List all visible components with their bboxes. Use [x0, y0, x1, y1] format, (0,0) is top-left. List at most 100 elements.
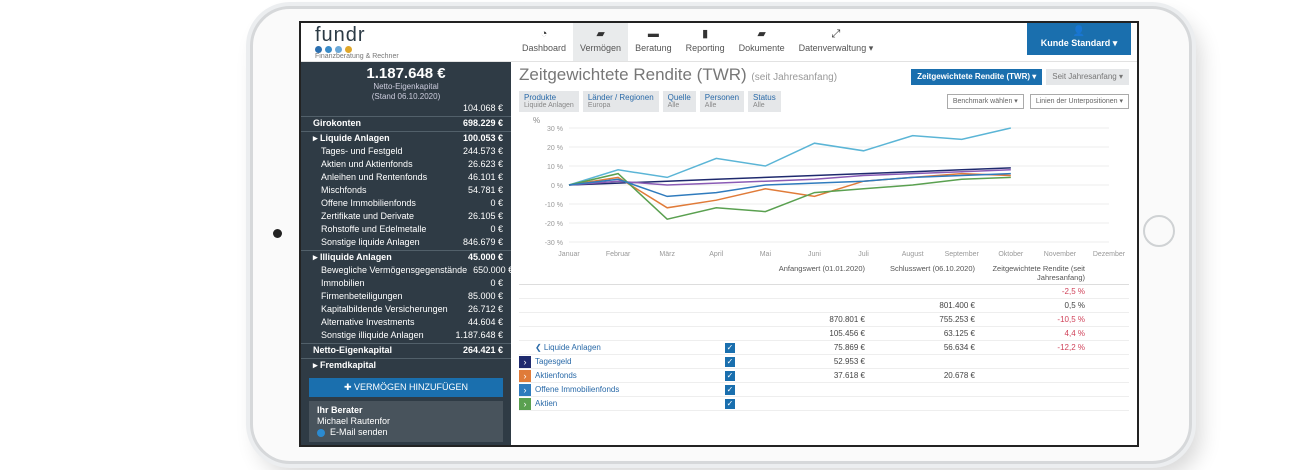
- chart-type-select[interactable]: Linien der Unterpositionen ▾: [1029, 94, 1129, 109]
- row-checkbox[interactable]: ✓: [725, 342, 735, 353]
- expand-badge[interactable]: ›: [519, 369, 531, 382]
- sidebar-item[interactable]: ▸ Illiquide Anlagen 45.000 €: [301, 250, 511, 264]
- logo-dot: [335, 46, 342, 53]
- tab-datenverwaltung[interactable]: ⤢ Datenverwaltung ▾: [792, 23, 881, 61]
- expand-badge[interactable]: ›: [519, 383, 531, 396]
- expand-badge[interactable]: ›: [519, 397, 531, 410]
- tab-label: Vermögen: [580, 43, 622, 53]
- filter-chip[interactable]: Status Alle: [748, 91, 781, 112]
- row-checkbox[interactable]: ✓: [725, 384, 735, 395]
- row-checkbox[interactable]: [725, 315, 735, 325]
- sidebar-item-value: 0 €: [490, 278, 503, 288]
- sidebar-item[interactable]: Aktien und Aktienfonds 26.623 €: [301, 158, 511, 171]
- sidebar-item[interactable]: Firmenbeteiligungen 85.000 €: [301, 290, 511, 303]
- return-chart: % 30 % 20 % 10 % 0 % -10 % -20 % -30 % Januar Feb…: [533, 116, 1126, 258]
- expand-badge[interactable]: [519, 314, 531, 326]
- row-name[interactable]: Offene Immobilienfonds: [535, 385, 620, 394]
- expand-badge[interactable]: ›: [519, 355, 531, 368]
- x-tick-label: März: [659, 251, 675, 258]
- sidebar-item[interactable]: Tages- und Festgeld 244.573 €: [301, 145, 511, 158]
- sidebar-item-label: Zertifikate und Derivate: [321, 211, 415, 221]
- user-menu-button[interactable]: 👤 Kunde Standard ▾: [1027, 23, 1131, 55]
- sidebar-item[interactable]: Girokonten 698.229 €: [301, 116, 511, 130]
- sidebar-item[interactable]: Sonstige liquide Anlagen 846.679 €: [301, 236, 511, 249]
- tab-vermögen[interactable]: ▰ Vermögen: [573, 23, 629, 61]
- logo-dot: [345, 46, 352, 53]
- app-screen: fundr Finanzberatung & Rechner ◔ Dashboar…: [299, 21, 1139, 447]
- filter-label: Status: [753, 93, 776, 102]
- add-asset-button[interactable]: ✚ VERMÖGEN HINZUFÜGEN: [309, 378, 503, 397]
- sidebar-item[interactable]: ▸ Fremdkapital: [301, 358, 511, 372]
- row-checkbox[interactable]: [725, 329, 735, 339]
- sidebar-item[interactable]: Kapitalbildende Versicherungen 26.712 €: [301, 303, 511, 316]
- table-row: ❮ Liquide Anlagen ✓ 75.869 € 56.634 € -12,2 …: [519, 341, 1129, 355]
- benchmark-select[interactable]: Benchmark wählen ▾: [946, 94, 1024, 109]
- x-tick-label: September: [945, 251, 980, 258]
- sidebar-item[interactable]: Zertifikate und Derivate 26.105 €: [301, 210, 511, 223]
- tab-reporting[interactable]: ▮ Reporting: [679, 23, 732, 61]
- page-title-suffix: (seit Jahresanfang): [751, 72, 838, 83]
- sidebar-item[interactable]: Sonstige illiquide Anlagen 1.187.648 €: [301, 329, 511, 342]
- row-name[interactable]: ❮ Liquide Anlagen: [535, 343, 601, 352]
- tab-dashboard[interactable]: ◔ Dashboard: [515, 23, 573, 61]
- row-checkbox[interactable]: [725, 287, 735, 297]
- sidebar-item-value: 100.053 €: [462, 133, 503, 143]
- row-checkbox[interactable]: ✓: [725, 370, 735, 381]
- sidebar-item[interactable]: Immobilien 0 €: [301, 277, 511, 290]
- row-name[interactable]: Aktienfonds: [535, 371, 577, 380]
- end-value: 755.253 €: [939, 315, 975, 324]
- tablet-device: fundr Finanzberatung & Rechner ◔ Dashboar…: [250, 6, 1192, 464]
- sidebar-item[interactable]: Netto-Eigenkapital 264.421 €: [301, 343, 511, 357]
- start-value: 75.869 €: [833, 343, 865, 352]
- expand-badge[interactable]: [519, 300, 531, 312]
- tab-dokumente[interactable]: ▰ Dokumente: [732, 23, 792, 61]
- end-value: 56.634 €: [943, 343, 975, 352]
- main-content: Zeitgewichtete Rendite (TWR) (seit Jahre…: [519, 65, 1129, 411]
- row-checkbox[interactable]: [725, 301, 735, 311]
- user-icon: 👤: [1072, 26, 1086, 37]
- x-tick-label: Juni: [808, 251, 821, 258]
- filter-value: Alle: [704, 102, 717, 109]
- row-checkbox[interactable]: ✓: [725, 356, 735, 367]
- sidebar-item-value: 26.105 €: [467, 211, 503, 221]
- expand-badge[interactable]: [519, 342, 531, 354]
- expand-badge[interactable]: [519, 286, 531, 298]
- tab-beratung[interactable]: ▬ Beratung: [628, 23, 679, 61]
- sidebar-item[interactable]: ▸ Liquide Anlagen 100.053 €: [301, 131, 511, 145]
- title-row: Zeitgewichtete Rendite (TWR) (seit Jahre…: [519, 65, 1129, 88]
- send-email-link[interactable]: E-Mail senden: [317, 427, 495, 438]
- x-tick-label: Dezember: [1093, 251, 1126, 258]
- filter-chip[interactable]: Personen Alle: [699, 91, 745, 112]
- sidebar-item-label: Bewegliche Vermögensgegenstände: [321, 265, 468, 275]
- row-name[interactable]: Aktien: [535, 399, 558, 408]
- sidebar-item-label: Firmenbeteiligungen: [321, 291, 403, 301]
- sidebar-item-label: Offene Immobilienfonds: [321, 198, 416, 208]
- sidebar-item[interactable]: Mischfonds 54.781 €: [301, 184, 511, 197]
- filter-chip[interactable]: Quelle Alle: [662, 91, 696, 112]
- filter-chip[interactable]: Länder / Regionen Europa: [582, 91, 659, 112]
- expand-badge[interactable]: [519, 328, 531, 340]
- period-select[interactable]: Seit Jahresanfang ▾: [1046, 68, 1129, 85]
- table-header: Anfangswert (01.01.2020) Schlusswert (06.…: [519, 264, 1129, 285]
- sidebar-item[interactable]: Alternative Investments 44.604 €: [301, 316, 511, 329]
- sidebar-item[interactable]: Bewegliche Vermögensgegenstände 650.000 €: [301, 264, 513, 277]
- user-menu-label: Kunde Standard ▾: [1040, 38, 1118, 48]
- row-name[interactable]: Tagesgeld: [535, 357, 572, 366]
- sidebar-item[interactable]: Anleihen und Rentenfonds 46.101 €: [301, 171, 511, 184]
- sidebar-item-value: 1.187.648 €: [455, 330, 503, 340]
- sidebar-item-label: Sonstige liquide Anlagen: [321, 237, 420, 247]
- tab-label: Dashboard: [522, 43, 567, 53]
- x-tick-label: November: [1044, 251, 1077, 258]
- tab-label: Dokumente: [738, 43, 785, 53]
- filter-chip[interactable]: Produkte Liquide Anlagen: [519, 91, 579, 112]
- sidebar-item[interactable]: Rohstoffe und Edelmetalle 0 €: [301, 223, 511, 236]
- row-checkbox[interactable]: ✓: [725, 398, 735, 409]
- sidebar-item-label: Girokonten: [313, 118, 362, 128]
- net-worth-label: Netto-Eigenkapital: [373, 82, 439, 91]
- sidebar-item[interactable]: 104.068 €: [301, 102, 511, 115]
- sidebar-item[interactable]: Offene Immobilienfonds 0 €: [301, 197, 511, 210]
- header-spacer: [519, 264, 755, 282]
- filter-row: Produkte Liquide Anlagen Länder / Regionen…: [519, 91, 1129, 112]
- mode-select[interactable]: Zeitgewichtete Rendite (TWR) ▾: [911, 68, 1043, 85]
- x-tick-label: Februar: [606, 251, 631, 258]
